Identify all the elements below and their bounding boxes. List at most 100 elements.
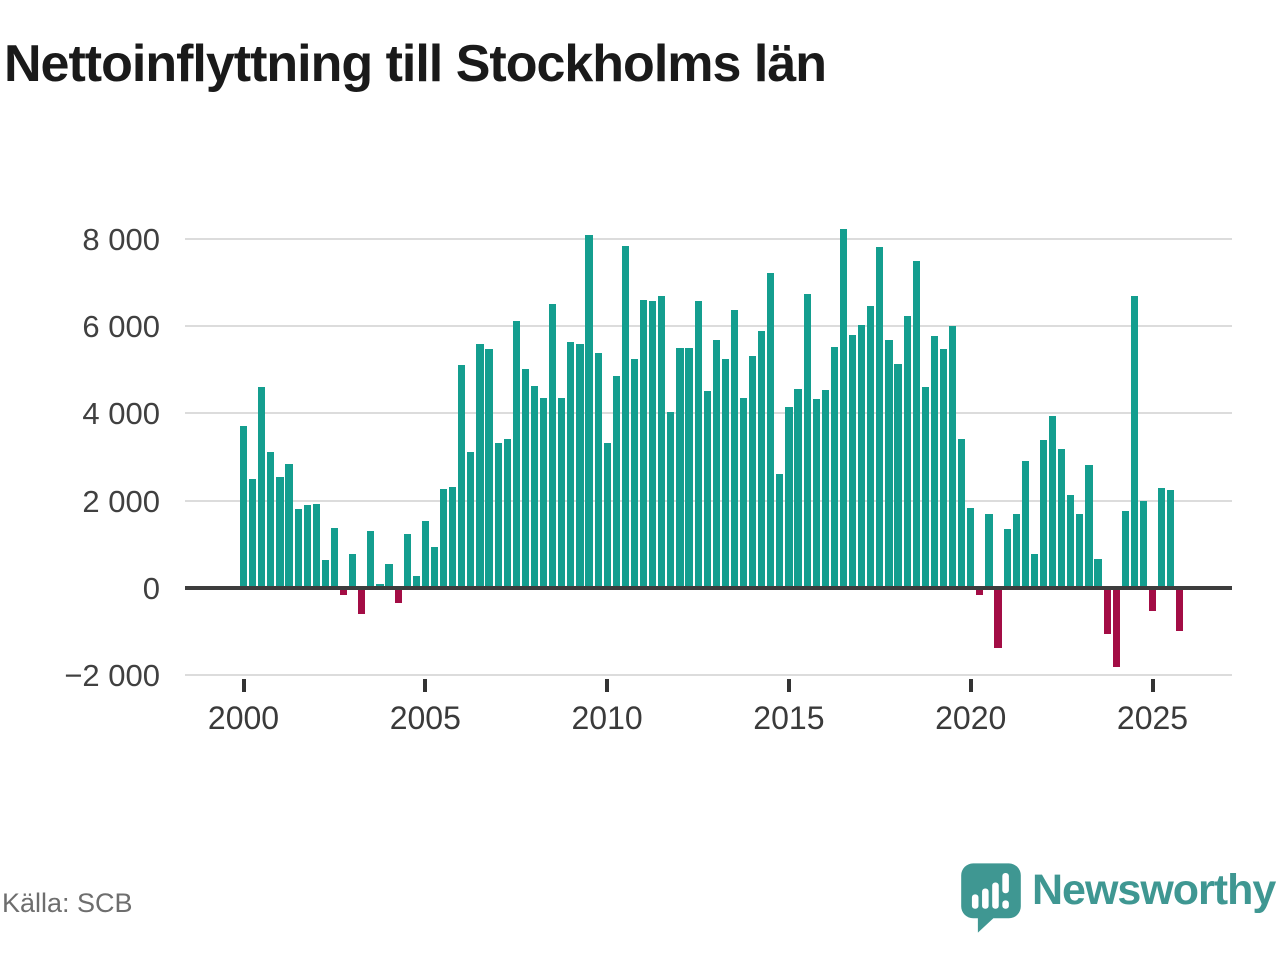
bar-2001-q2: [285, 463, 293, 586]
bar-2003-q1: [349, 553, 357, 586]
newsworthy-logo: Newsworthy: [960, 862, 1280, 933]
bar-2006-q3: [476, 343, 484, 586]
bar-2019-q3: [949, 325, 957, 586]
bar-2011-q4: [667, 411, 675, 586]
gridline-8000: [185, 237, 1232, 240]
bar-2010-q3: [621, 245, 629, 586]
bar-2013-q2: [721, 359, 729, 586]
y-tick-label: 8 000: [82, 221, 160, 257]
bar-2016-q3: [839, 228, 848, 586]
x-tick-2020: [968, 679, 973, 692]
bar-2008-q2: [539, 397, 548, 586]
bar-2006-q2: [467, 452, 475, 586]
bar-2022-q2: [1049, 416, 1057, 586]
bar-2011-q1: [639, 300, 648, 586]
bar-2004-q4: [412, 575, 420, 586]
bar-2009-q1: [567, 342, 575, 586]
x-tick-label-2025: 2025: [1116, 700, 1189, 736]
bar-2021-q1: [1003, 528, 1011, 586]
y-tick-label: 2 000: [82, 483, 160, 519]
bar-2014-q3: [767, 273, 775, 586]
bar-2005-q1: [421, 521, 429, 586]
bar-2007-q4: [521, 369, 529, 586]
bar-2004-q3: [403, 534, 411, 586]
bar-2018-q4: [921, 386, 929, 586]
bar-2016-q1: [821, 390, 829, 586]
bar-2019-q4: [958, 438, 966, 586]
bar-2022-q3: [1058, 448, 1066, 586]
bar-2012-q2: [685, 347, 693, 586]
bar-2018-q3: [912, 261, 920, 586]
y-tick-label: −2 000: [64, 658, 160, 694]
bar-2015-q2: [794, 388, 802, 586]
bar-2018-q2: [903, 316, 911, 586]
bar-2023-q4: [1103, 590, 1111, 635]
bar-2014-q4: [776, 473, 784, 586]
x-tick-2005: [423, 679, 428, 692]
x-tick-2010: [605, 679, 610, 692]
bar-2024-q2: [1121, 511, 1129, 586]
bar-2000-q3: [258, 386, 266, 586]
bar-2000-q1: [240, 425, 248, 586]
bar-2012-q3: [694, 300, 702, 586]
bar-2014-q2: [758, 331, 766, 586]
chart-title: Nettoinflyttning till Stockholms län: [4, 35, 827, 93]
gridline-6000: [185, 325, 1232, 328]
bar-2017-q1: [858, 324, 866, 586]
bar-2003-q2: [358, 590, 366, 615]
bar-2012-q1: [676, 347, 684, 586]
bar-2011-q2: [649, 301, 657, 586]
bar-2023-q2: [1085, 465, 1093, 586]
bar-2009-q3: [585, 234, 593, 586]
y-tick-label: 6 000: [82, 309, 160, 345]
bar-2006-q4: [485, 349, 493, 586]
bar-2020-q1: [967, 507, 975, 586]
bar-2013-q1: [712, 340, 720, 586]
x-axis-line: [185, 586, 1232, 590]
bar-2007-q3: [512, 320, 520, 586]
bar-2003-q3: [367, 531, 375, 586]
bar-chart-speech-bubble-icon: [961, 863, 1021, 933]
bar-2003-q4: [376, 584, 384, 586]
bar-2004-q2: [394, 590, 402, 604]
bar-2010-q2: [612, 376, 620, 586]
bar-2015-q1: [785, 407, 793, 586]
bar-2008-q3: [549, 304, 557, 586]
bar-2020-q2: [976, 590, 984, 595]
x-tick-label-2010: 2010: [571, 700, 643, 736]
bar-2016-q2: [830, 346, 839, 586]
bar-2002-q2: [321, 560, 329, 586]
bar-2023-q3: [1094, 558, 1102, 586]
x-tick-label-2020: 2020: [935, 700, 1007, 736]
bar-2002-q4: [339, 590, 348, 596]
bar-2019-q2: [939, 348, 948, 586]
bar-2022-q4: [1067, 494, 1075, 586]
source-note: Källa: SCB: [2, 888, 133, 918]
bar-2022-q1: [1039, 439, 1048, 586]
bar-2020-q3: [985, 514, 993, 586]
bar-2008-q1: [530, 386, 539, 586]
bar-2018-q1: [894, 363, 902, 586]
x-tick-2025: [1150, 679, 1155, 692]
bar-2017-q4: [885, 339, 893, 586]
x-tick-2015: [786, 679, 791, 692]
bar-2015-q3: [803, 293, 811, 586]
bar-2025-q2: [1158, 487, 1166, 586]
x-tick-label-2015: 2015: [753, 700, 825, 736]
bar-2020-q4: [994, 590, 1002, 649]
bar-2001-q1: [276, 477, 284, 586]
bar-2017-q3: [876, 246, 884, 586]
bar-2000-q4: [267, 451, 275, 586]
bar-2007-q2: [503, 438, 511, 586]
bar-2017-q2: [867, 305, 875, 586]
bar-2015-q4: [812, 398, 820, 586]
bar-2024-q3: [1130, 296, 1138, 586]
bar-2000-q2: [249, 479, 257, 586]
x-tick-label-2000: 2000: [207, 700, 280, 736]
newsworthy-wordmark: Newsworthy: [1032, 866, 1276, 914]
x-tick-label-2005: 2005: [389, 700, 461, 736]
bar-2021-q2: [1012, 513, 1020, 586]
bar-2001-q3: [294, 509, 302, 586]
bar-2021-q4: [1030, 553, 1039, 586]
